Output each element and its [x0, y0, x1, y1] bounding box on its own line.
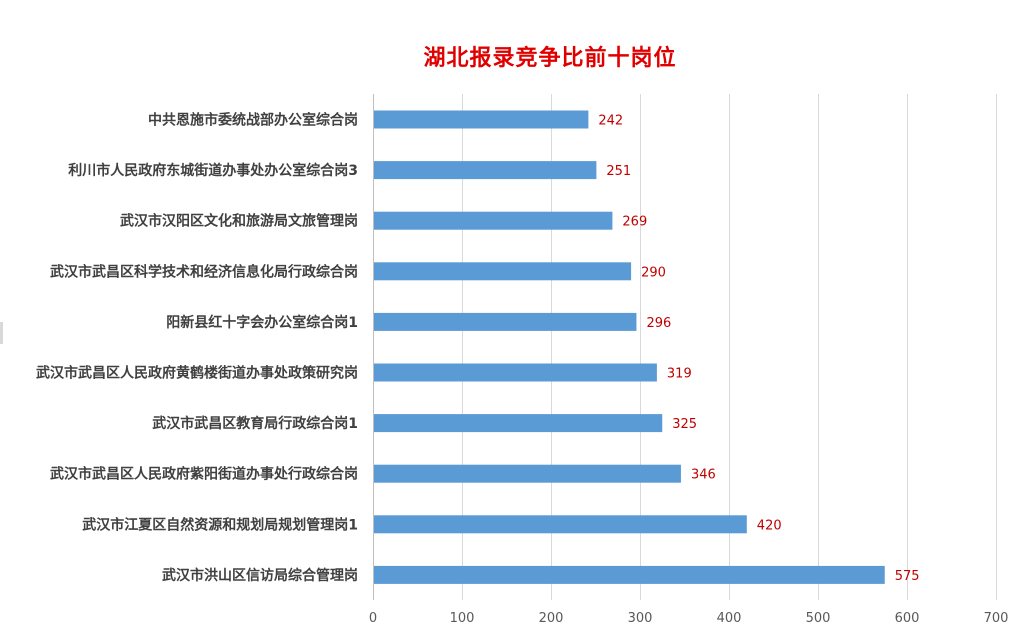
data-label: 242: [598, 114, 623, 129]
category-label: 武汉市武昌区教育局行政综合岗1: [152, 415, 358, 432]
category-label: 武汉市武昌区科学技术和经济信息化局行政综合岗: [50, 263, 358, 280]
data-label: 296: [646, 316, 671, 331]
bar: [374, 161, 597, 180]
bar: [374, 363, 657, 382]
category-label: 利川市人民政府东城街道办事处办公室综合岗3: [68, 162, 358, 179]
data-label: 420: [757, 518, 782, 533]
bar: [374, 515, 747, 534]
bar: [374, 211, 613, 230]
category-label: 中共恩施市委统战部办公室综合岗: [148, 112, 358, 129]
x-tick-label: 600: [895, 611, 920, 626]
x-tick-label: 100: [450, 611, 475, 626]
data-label: 269: [622, 215, 647, 230]
x-tick-label: 700: [984, 611, 1009, 626]
data-label: 319: [667, 367, 692, 382]
x-tick-label: 0: [369, 611, 377, 626]
bar: [374, 110, 589, 129]
data-label: 251: [606, 164, 631, 179]
bar: [374, 414, 663, 433]
category-label: 武汉市汉阳区文化和旅游局文旅管理岗: [120, 213, 358, 230]
data-label: 325: [672, 417, 697, 432]
category-label: 阳新县红十字会办公室综合岗1: [166, 314, 358, 331]
category-label: 武汉市武昌区人民政府紫阳街道办事处行政综合岗: [50, 466, 358, 483]
category-label: 武汉市武昌区人民政府黄鹤楼街道办事处政策研究岗: [36, 365, 358, 382]
edge-marker: [0, 322, 3, 344]
chart-title: 湖北报录竞争比前十岗位: [423, 46, 677, 71]
x-tick-label: 200: [539, 611, 564, 626]
category-label: 武汉市江夏区自然资源和规划局规划管理岗1: [82, 516, 358, 533]
x-tick-label: 500: [806, 611, 831, 626]
category-label: 武汉市洪山区信访局综合管理岗: [162, 567, 358, 584]
x-tick-label: 400: [717, 611, 742, 626]
data-label: 575: [895, 569, 920, 584]
data-label: 346: [691, 468, 716, 483]
bar: [374, 262, 632, 281]
data-label: 290: [641, 265, 666, 280]
x-tick-label: 300: [628, 611, 653, 626]
bar: [374, 464, 681, 483]
bar: [374, 312, 637, 331]
bar: [374, 565, 885, 584]
